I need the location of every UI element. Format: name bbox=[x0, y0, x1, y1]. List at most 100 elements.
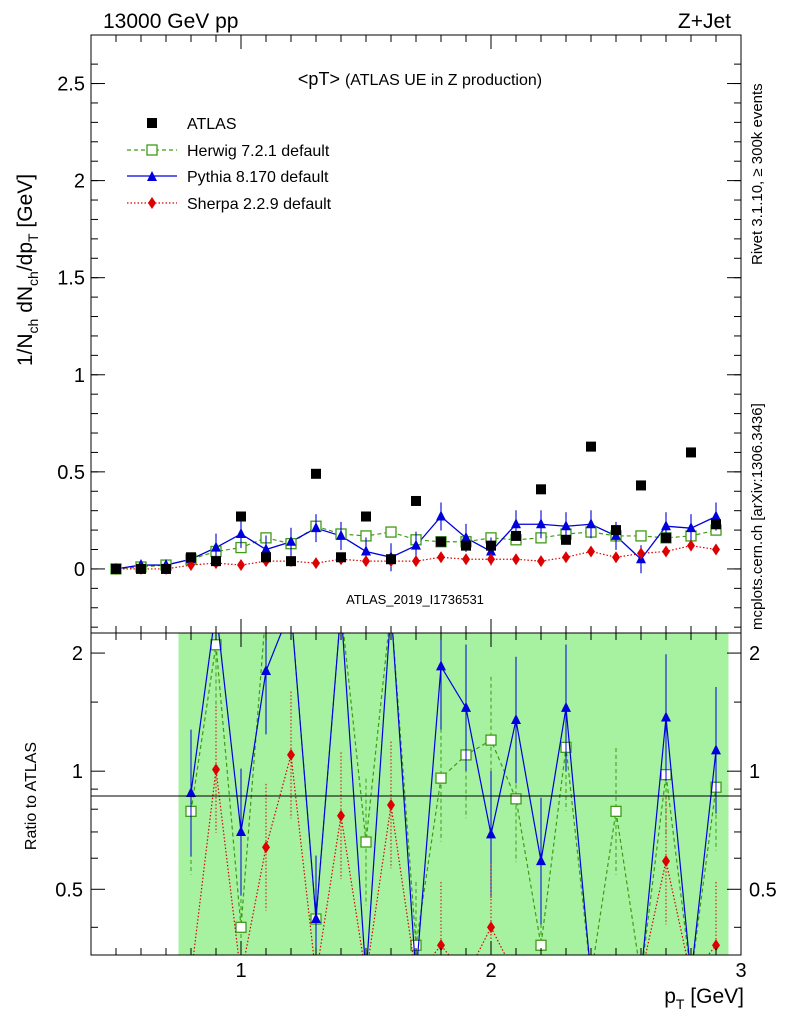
ratio-band-inner bbox=[578, 633, 604, 955]
ratio-xlabel: pT [GeV] bbox=[664, 985, 744, 1012]
atlas-point bbox=[261, 552, 271, 563]
pythia-ratio-line bbox=[190, 633, 717, 955]
svg-text:pT [GeV]: pT [GeV] bbox=[664, 985, 744, 1012]
atlas-point bbox=[136, 563, 146, 574]
sherpa-ratio-point bbox=[387, 798, 395, 811]
pythia-point bbox=[461, 531, 471, 542]
sherpa-point bbox=[637, 547, 645, 560]
herwig-ratio-point bbox=[610, 805, 622, 817]
sherpa-point bbox=[562, 551, 570, 564]
atlas-point bbox=[686, 447, 696, 458]
herwig-ratio-point bbox=[235, 921, 247, 933]
sherpa-ratio-point bbox=[662, 855, 670, 868]
main-ytick-label: 1 bbox=[74, 365, 85, 387]
herwig-ratio-point bbox=[360, 836, 372, 848]
ratio-band-inner bbox=[328, 633, 354, 955]
header-left: 13000 GeV pp bbox=[103, 10, 238, 33]
legend-label-sherpa: Sherpa 2.2.9 default bbox=[187, 196, 332, 213]
sherpa-ratio-point bbox=[487, 921, 495, 934]
ratio-band-inner bbox=[678, 633, 704, 955]
sherpa-point bbox=[512, 553, 520, 566]
header-right: Z+Jet bbox=[678, 10, 731, 33]
sherpa-point bbox=[662, 545, 670, 558]
pythia-ratio-point bbox=[186, 786, 196, 797]
main-title-text: <pT> bbox=[298, 69, 340, 89]
pythia-ratio-point bbox=[511, 714, 521, 725]
legend-label-herwig: Herwig 7.2.1 default bbox=[187, 143, 330, 160]
pythia-ratio-point bbox=[661, 711, 671, 722]
herwig-point bbox=[635, 530, 647, 542]
pythia-point bbox=[361, 545, 371, 556]
sherpa-ratio-point bbox=[712, 939, 720, 952]
site-label: mcplots.cern.ch [arXiv:1306.3436] bbox=[749, 403, 766, 630]
main-subtitle-text: (ATLAS UE in Z production) bbox=[345, 72, 542, 89]
atlas-point bbox=[461, 540, 471, 551]
legend-label-atlas: ATLAS bbox=[187, 116, 237, 133]
pythia-point bbox=[686, 522, 696, 533]
pythia-ratio-point bbox=[561, 701, 571, 712]
pythia-ratio-point bbox=[311, 912, 321, 923]
main-title: <pT> (ATLAS UE in Z production) bbox=[298, 69, 542, 89]
herwig-ratio-point bbox=[510, 793, 522, 805]
svg-text:<pT>(ATLAS UE in Z production): <pT> (ATLAS UE in Z production) bbox=[298, 69, 542, 89]
main-ytick-label: 1.5 bbox=[57, 268, 85, 290]
atlas-point bbox=[336, 552, 346, 563]
pythia-point bbox=[311, 522, 321, 533]
herwig-ratio-point bbox=[485, 734, 497, 746]
herwig-point bbox=[385, 526, 397, 538]
pythia-point bbox=[661, 520, 671, 531]
sherpa-point bbox=[362, 555, 370, 568]
atlas-point bbox=[511, 530, 521, 541]
pythia-point bbox=[336, 529, 346, 540]
pythia-ratio-point bbox=[261, 665, 271, 676]
pythia-point bbox=[236, 527, 246, 538]
sherpa-ratio-point bbox=[287, 748, 295, 761]
pythia-point bbox=[261, 543, 271, 554]
ratio-ytick-label-right: 0.5 bbox=[749, 879, 777, 901]
ratio-band-inner bbox=[628, 633, 654, 955]
atlas-point bbox=[361, 511, 371, 522]
ratio-xtick-label: 3 bbox=[735, 960, 746, 982]
ratio-xtick-label: 2 bbox=[485, 960, 496, 982]
main-ytick-label: 2 bbox=[74, 171, 85, 193]
legend-entry-pythia: Pythia 8.170 default bbox=[127, 169, 329, 186]
ratio-ytick-label: 0.5 bbox=[55, 879, 83, 901]
sherpa-point bbox=[537, 555, 545, 568]
atlas-point bbox=[486, 540, 496, 551]
ratio-ytick-label-right: 2 bbox=[749, 643, 760, 665]
pythia-ratio-point bbox=[436, 660, 446, 671]
ratio-band-inner bbox=[403, 633, 429, 955]
pythia-ratio-point bbox=[461, 701, 471, 712]
pythia-ratio-point bbox=[486, 828, 496, 839]
atlas-point bbox=[286, 556, 296, 567]
sherpa-ratio-point bbox=[262, 841, 270, 854]
atlas-point bbox=[561, 534, 571, 545]
atlas-point bbox=[161, 563, 171, 574]
main-ytick-label: 2.5 bbox=[57, 74, 85, 96]
pythia-ratio-point bbox=[236, 825, 246, 836]
sherpa-ratio-line bbox=[192, 754, 717, 955]
atlas-point bbox=[611, 525, 621, 536]
ratio-xtick-label: 1 bbox=[235, 960, 246, 982]
herwig-ratio-point bbox=[435, 772, 447, 784]
ratio-band-inner bbox=[378, 633, 404, 955]
main-ytick-label: 0.5 bbox=[57, 462, 85, 484]
sherpa-point bbox=[712, 543, 720, 556]
atlas-point bbox=[411, 495, 421, 506]
sherpa-point bbox=[687, 539, 695, 552]
atlas-point bbox=[311, 468, 321, 479]
watermark: ATLAS_2019_I1736531 bbox=[346, 592, 484, 607]
pythia-ratio-point bbox=[711, 744, 721, 755]
legend-entry-herwig: Herwig 7.2.1 default bbox=[127, 143, 330, 160]
atlas-point bbox=[661, 532, 671, 543]
main-ylabel: 1/Nch dNch/dpT [GeV] bbox=[14, 174, 41, 366]
sherpa-point bbox=[312, 557, 320, 570]
pythia-point bbox=[436, 510, 446, 521]
atlas-point bbox=[586, 441, 596, 452]
pythia-point bbox=[511, 518, 521, 529]
sherpa-ratio-point bbox=[437, 939, 445, 952]
pythia-point bbox=[711, 510, 721, 521]
ratio-ytick-label-right: 1 bbox=[749, 761, 760, 783]
sherpa-point bbox=[237, 559, 245, 572]
atlas-point bbox=[211, 556, 221, 567]
